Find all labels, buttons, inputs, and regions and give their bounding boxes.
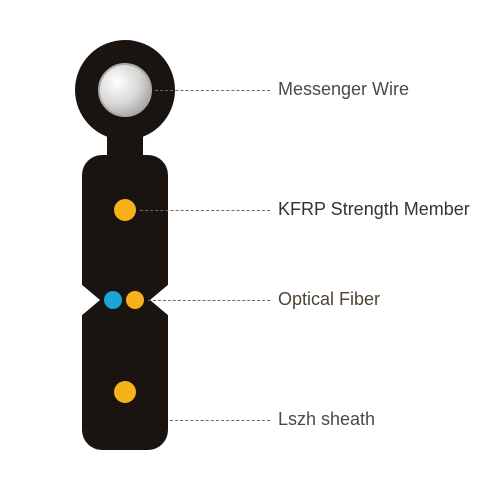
messenger-wire — [99, 64, 151, 116]
fiber-label: Optical Fiber — [278, 289, 380, 310]
lszh-leader-line — [170, 420, 270, 421]
kfrp-label: KFRP Strength Member — [278, 199, 470, 220]
kfrp-bottom-dot — [114, 381, 136, 403]
lszh-label: Lszh sheath — [278, 409, 375, 430]
messenger-label: Messenger Wire — [278, 79, 409, 100]
messenger-leader-line — [155, 90, 270, 91]
fiber-leader-line — [148, 300, 270, 301]
optical-fiber-right-dot — [126, 291, 144, 309]
kfrp-top-dot — [114, 199, 136, 221]
kfrp-leader-line — [140, 210, 270, 211]
optical-fiber-left-dot — [104, 291, 122, 309]
cable-diagram — [0, 0, 500, 500]
